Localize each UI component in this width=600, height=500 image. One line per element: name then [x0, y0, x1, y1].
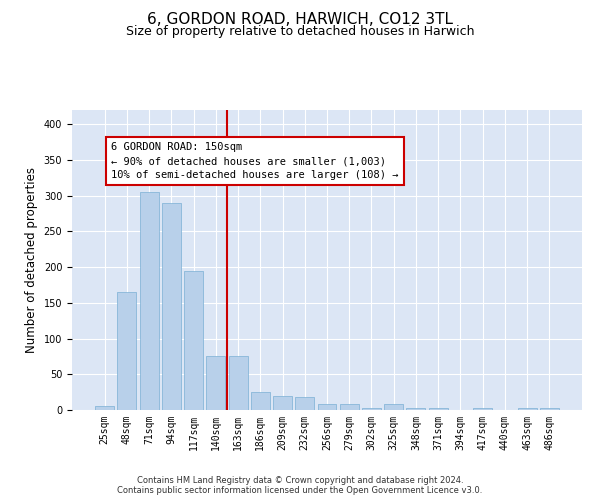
Bar	[229, 356, 248, 410]
Bar	[317, 404, 337, 410]
Bar	[429, 408, 448, 410]
Text: Contains public sector information licensed under the Open Government Licence v3: Contains public sector information licen…	[118, 486, 482, 495]
Text: 6 GORDON ROAD: 150sqm
← 90% of detached houses are smaller (1,003)
10% of semi-d: 6 GORDON ROAD: 150sqm ← 90% of detached …	[112, 142, 399, 180]
Bar	[362, 408, 381, 410]
Text: 6, GORDON ROAD, HARWICH, CO12 3TL: 6, GORDON ROAD, HARWICH, CO12 3TL	[147, 12, 453, 28]
Text: Size of property relative to detached houses in Harwich: Size of property relative to detached ho…	[126, 25, 474, 38]
Bar	[184, 270, 203, 410]
Bar	[273, 396, 292, 410]
Bar	[251, 392, 270, 410]
Bar	[473, 408, 492, 410]
Bar	[340, 404, 359, 410]
Bar	[540, 408, 559, 410]
Bar	[518, 408, 536, 410]
Y-axis label: Number of detached properties: Number of detached properties	[25, 167, 38, 353]
Bar	[162, 203, 181, 410]
Bar	[206, 356, 225, 410]
Bar	[140, 192, 158, 410]
Bar	[118, 292, 136, 410]
Bar	[406, 408, 425, 410]
Bar	[384, 404, 403, 410]
Bar	[295, 397, 314, 410]
Text: Contains HM Land Registry data © Crown copyright and database right 2024.: Contains HM Land Registry data © Crown c…	[137, 476, 463, 485]
Bar	[95, 406, 114, 410]
